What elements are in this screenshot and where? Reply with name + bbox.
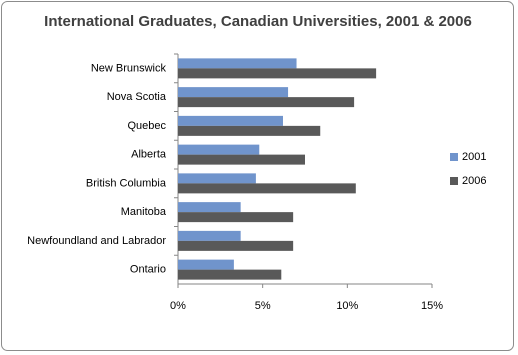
x-tick-label: 0% — [170, 300, 186, 312]
bar — [178, 240, 294, 251]
bar — [178, 230, 241, 241]
y-tick-label: Quebec — [127, 120, 166, 132]
y-tick-label: Newfoundland and Labrador — [27, 235, 166, 247]
legend-label: 2006 — [462, 175, 486, 187]
bar — [178, 173, 256, 184]
y-tick-label: British Columbia — [86, 177, 167, 189]
bar — [178, 202, 241, 213]
x-tick-label: 15% — [421, 300, 443, 312]
y-tick-label: Manitoba — [121, 206, 167, 218]
bar — [178, 259, 234, 270]
bar — [178, 154, 305, 165]
bar — [178, 144, 260, 155]
bar — [178, 269, 282, 280]
y-tick-label: Alberta — [131, 149, 167, 161]
chart-border — [1, 1, 514, 351]
legend-label: 2001 — [462, 151, 486, 163]
legend-swatch — [450, 153, 458, 161]
y-tick-label: Ontario — [130, 264, 166, 276]
bar — [178, 115, 283, 126]
bar — [178, 97, 355, 108]
bar — [178, 68, 377, 79]
x-tick-label: 10% — [336, 300, 358, 312]
bar — [178, 212, 294, 223]
bar — [178, 125, 321, 136]
y-tick-label: Nova Scotia — [107, 91, 167, 103]
bar — [178, 58, 297, 69]
bar — [178, 183, 356, 194]
chart-title: International Graduates, Canadian Univer… — [44, 13, 472, 30]
bar — [178, 87, 289, 98]
x-tick-label: 5% — [255, 300, 271, 312]
y-tick-label: New Brunswick — [91, 62, 167, 74]
legend-swatch — [450, 177, 458, 185]
